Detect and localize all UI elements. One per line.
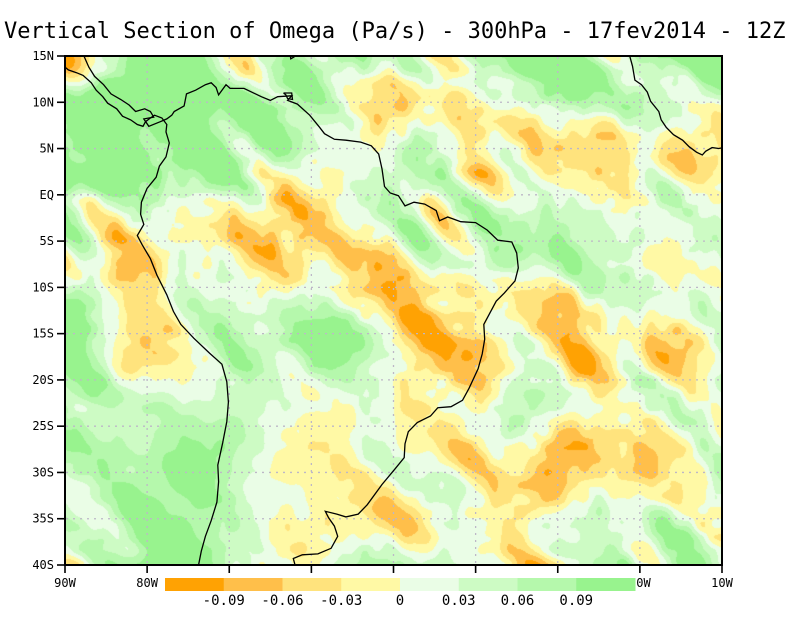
colorbar-segment [165,578,225,591]
lat-tick-label: 10N [32,95,54,109]
lat-tick-label: 20S [32,373,54,387]
colorbar-label: 0.06 [501,593,535,609]
coastline-path [283,92,294,101]
colorbar-label: 0 [396,593,404,609]
coastlines [65,56,722,565]
colorbar-label: -0.06 [261,593,303,609]
axis-ticks [57,55,723,573]
colorbar-segment [282,578,342,591]
colorbar-segment [341,578,401,591]
chart-title: Vertical Section of Omega (Pa/s) - 300hP… [4,19,786,44]
colorbar-segment [400,578,460,591]
lat-tick-label: 5N [40,142,54,156]
grid-lines [66,57,721,564]
lat-tick-label: 10S [32,280,54,294]
colorbar-segment [576,578,636,591]
colorbar-segment [458,578,518,591]
lat-tick-label: 40S [32,558,54,572]
colorbar: -0.09 -0.06 -0.03 0 0.03 0.06 0.09 [165,578,636,609]
coastline-path [65,66,230,565]
coastline-path [629,56,722,156]
lat-tick-label: 35S [32,512,54,526]
colorbar-label: -0.09 [203,593,245,609]
lat-tick-label: 25S [32,419,54,433]
lat-tick-label: 5S [40,234,54,248]
colorbar-label: -0.03 [320,593,362,609]
lon-tick-label: 10W [711,576,733,590]
lat-tick-label: EQ [40,188,54,202]
colorbar-segment [223,578,283,591]
lat-tick-label: 30S [32,465,54,479]
lon-tick-label: 90W [54,576,76,590]
lat-tick-label: 15S [32,327,54,341]
lon-tick-label: 80W [136,576,158,590]
axis-labels: 15N10N5NEQ5S10S15S20S25S30S35S40S90W80W7… [32,49,733,590]
colorbar-label: 0.03 [442,593,476,609]
colorbar-label: 0.09 [559,593,593,609]
colorbar-segment [517,578,577,591]
coastline-path [83,56,519,565]
lat-tick-label: 15N [32,49,54,63]
